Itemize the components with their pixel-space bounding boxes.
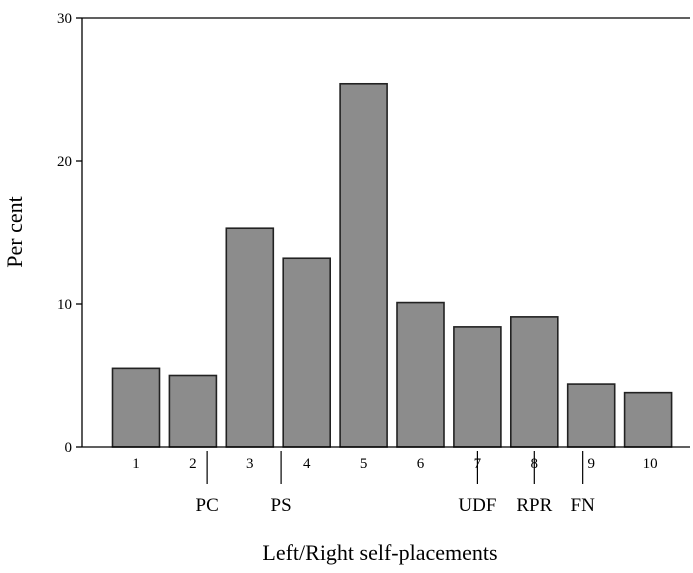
x-tick-label: 6 [417, 456, 425, 472]
bar-10 [623, 391, 673, 448]
bar-6 [396, 301, 445, 448]
x-tick-label: 3 [246, 456, 254, 472]
x-tick-label: 2 [189, 456, 197, 472]
x-tick-label: 4 [303, 456, 311, 472]
bar-5 [339, 82, 388, 448]
bar-8 [509, 316, 559, 448]
party-annotations: PC PS UDF RPR FN [196, 451, 596, 516]
bars [111, 82, 673, 448]
party-label-pc: PC [196, 495, 219, 516]
party-label-rpr: RPR [516, 495, 552, 516]
y-axis-ticks: 0 10 20 30 [57, 11, 82, 456]
x-axis-title: Left/Right self-placements [262, 540, 497, 565]
bar-7 [453, 326, 502, 448]
y-tick-label: 0 [65, 440, 73, 456]
x-tick-label: 5 [360, 456, 368, 472]
party-label-udf: UDF [458, 495, 496, 516]
bar-2 [168, 374, 218, 448]
bar-3 [225, 227, 275, 448]
x-tick-label: 10 [643, 456, 658, 472]
x-tick-label: 1 [132, 456, 140, 472]
x-axis-ticks: 12345678910 [132, 456, 657, 472]
bar-1 [111, 367, 161, 448]
party-label-fn: FN [571, 495, 596, 516]
bar-4 [282, 257, 332, 448]
y-tick-label: 30 [57, 11, 72, 27]
y-axis-title: Per cent [2, 196, 27, 267]
y-tick-label: 20 [57, 154, 72, 170]
party-label-ps: PS [271, 495, 292, 516]
x-tick-label: 9 [587, 456, 595, 472]
bar-9 [566, 383, 616, 448]
y-tick-label: 10 [57, 297, 72, 313]
